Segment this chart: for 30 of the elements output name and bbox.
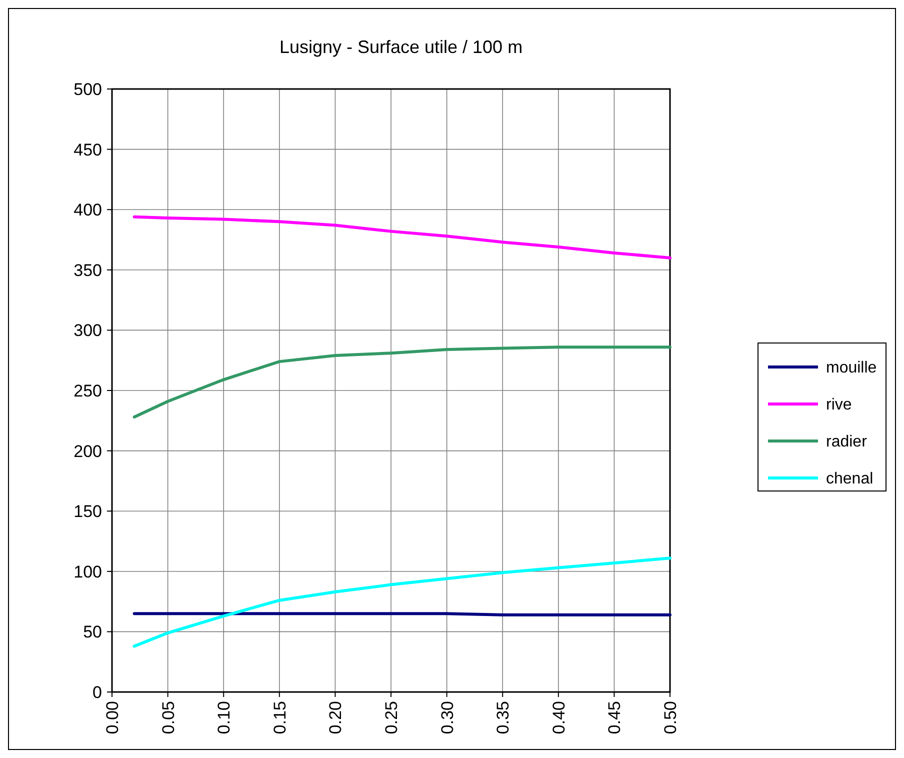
- y-tick-label: 500: [74, 80, 102, 99]
- y-tick-label: 450: [74, 140, 102, 160]
- y-tick-label: 100: [74, 562, 102, 582]
- line-series: [132, 556, 672, 648]
- y-tick-label: 150: [74, 502, 102, 522]
- y-tick-label: 350: [74, 260, 102, 280]
- line-series: [132, 346, 672, 419]
- y-tick-label: 250: [74, 381, 102, 400]
- x-tick-label: 0.25: [382, 701, 401, 734]
- y-tick-label: 200: [74, 442, 102, 461]
- x-tick-label: 0.50: [660, 701, 680, 734]
- x-tick-label: 0.20: [326, 701, 346, 734]
- x-tick-label: 0.15: [270, 701, 290, 734]
- legend-label: radier: [826, 434, 868, 451]
- x-tick-label: 0.35: [494, 701, 513, 734]
- line-series: [132, 215, 672, 260]
- x-tick-label: 0.00: [102, 701, 122, 734]
- chart-title: Lusigny - Surface utile / 100 m: [279, 37, 523, 57]
- legend-label: rive: [826, 396, 852, 414]
- legend-label: chenal: [826, 470, 874, 488]
- y-tick-label: 0: [92, 682, 102, 702]
- y-tick-label: 300: [74, 321, 102, 340]
- y-tick-label: 400: [74, 200, 102, 220]
- x-tick-label: 0.45: [605, 701, 624, 734]
- legend-label: mouille: [826, 360, 877, 377]
- x-tick-label: 0.10: [214, 701, 234, 734]
- x-tick-label: 0.05: [158, 701, 178, 734]
- x-tick-label: 0.40: [549, 701, 568, 734]
- y-tick-label: 50: [83, 622, 102, 642]
- x-tick-label: 0.30: [438, 701, 457, 734]
